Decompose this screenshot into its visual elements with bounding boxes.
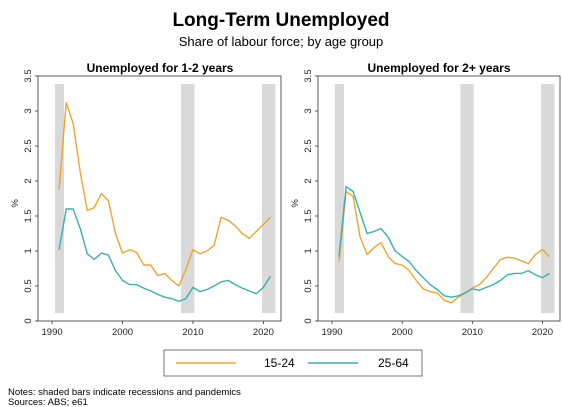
shaded-period xyxy=(54,84,65,313)
x-tick-label: 2020 xyxy=(532,327,553,338)
chart-title: Long-Term Unemployed xyxy=(172,10,389,31)
series-line-25-64 xyxy=(338,185,550,298)
series-line-15-24 xyxy=(338,190,550,304)
x-tick-label: 2010 xyxy=(462,327,483,338)
y-tick-label: 0.5 xyxy=(23,279,34,292)
chart-subtitle: Share of labour force; by age group xyxy=(179,34,384,49)
y-tick-label: 2 xyxy=(303,178,314,183)
series-line-15-24 xyxy=(58,101,271,287)
x-tick-label: 2000 xyxy=(392,327,413,338)
plot-area xyxy=(317,75,561,322)
legend-label-15-24: 15-24 xyxy=(264,356,295,370)
y-tick-label: 1.5 xyxy=(303,209,314,222)
y-tick-label: 1 xyxy=(303,248,314,253)
y-tick-label: 3 xyxy=(303,108,314,113)
panel-title: Unemployed for 2+ years xyxy=(367,61,510,75)
legend: 15-24 25-64 xyxy=(163,349,423,377)
shaded-period xyxy=(180,84,195,313)
y-tick-label: 2.5 xyxy=(303,139,314,152)
panel-left: Unemployed for 1-2 years 0 0.5 1 1.5 2 2.5 3 3.5… xyxy=(10,61,282,338)
y-tick-label: 3 xyxy=(23,108,34,113)
y-tick-label: 0 xyxy=(303,318,314,323)
notes-text: Notes: shaded bars indicate recessions a… xyxy=(8,387,241,398)
x-tick-label: 2000 xyxy=(112,327,133,338)
series-line-25-64 xyxy=(58,208,271,303)
x-tick-label: 2020 xyxy=(253,327,274,338)
panel-right: Unemployed for 2+ years 0 0.5 1 1.5 2 2.5 3 3.5%… xyxy=(290,61,561,338)
plot-area xyxy=(37,75,282,322)
y-tick-label: 3.5 xyxy=(303,69,314,82)
legend-label-25-64: 25-64 xyxy=(378,356,409,370)
y-tick-label: 1.5 xyxy=(23,209,34,222)
shaded-period xyxy=(460,84,474,313)
shaded-period xyxy=(541,84,555,313)
shaded-period xyxy=(261,84,276,313)
y-tick-label: 2.5 xyxy=(23,139,34,152)
sources-text: Sources: ABS; e61 xyxy=(8,397,88,407)
panel-title: Unemployed for 1-2 years xyxy=(87,61,234,75)
y-axis-label: % xyxy=(10,199,21,208)
y-tick-label: 0 xyxy=(23,318,34,323)
shaded-period xyxy=(334,84,344,313)
x-tick-label: 1990 xyxy=(42,327,63,338)
x-tick-label: 1990 xyxy=(321,327,342,338)
x-tick-label: 2010 xyxy=(182,327,203,338)
y-axis-label: % xyxy=(290,199,301,208)
y-tick-label: 1 xyxy=(23,248,34,253)
y-tick-label: 2 xyxy=(23,178,34,183)
y-tick-label: 3.5 xyxy=(23,69,34,82)
y-tick-label: 0.5 xyxy=(303,279,314,292)
